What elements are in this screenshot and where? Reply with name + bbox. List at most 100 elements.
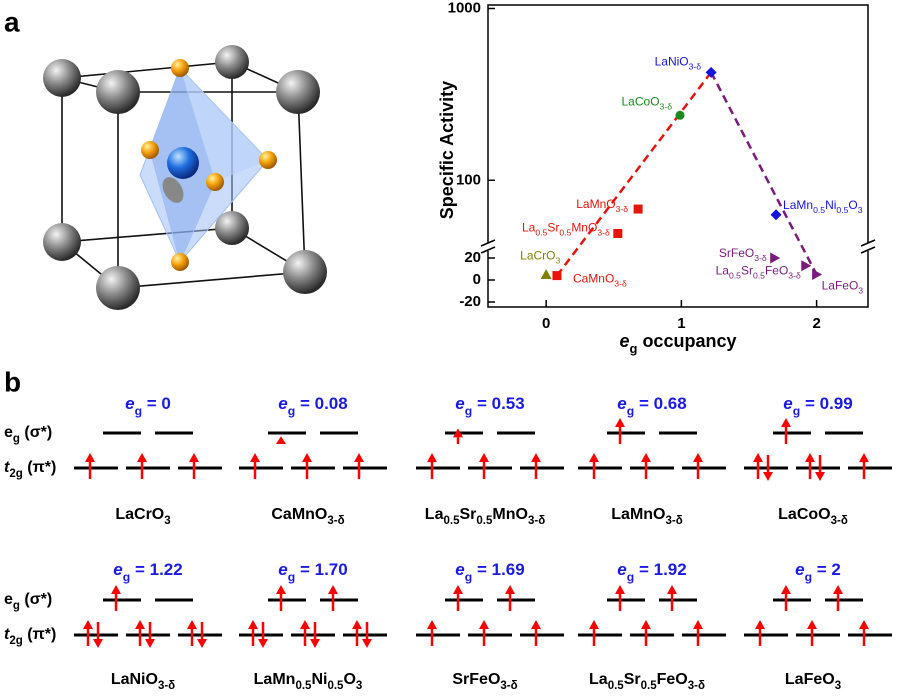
- electron-arrow: [763, 455, 773, 481]
- electron-arrow: [83, 620, 93, 646]
- electron-arrow: [302, 453, 312, 479]
- data-point: [770, 209, 782, 221]
- compound-label: LaCrO3: [115, 506, 170, 527]
- arrow-head: [589, 620, 599, 629]
- electron-arrow: [453, 585, 463, 611]
- point-label: LaFeO3: [822, 279, 864, 296]
- y-tick-label: 100: [456, 171, 481, 188]
- electron-arrow: [310, 622, 320, 648]
- arrow-head: [815, 472, 825, 481]
- panel-label: b: [4, 366, 21, 397]
- point-label: La0.5Sr0.5FeO3-δ: [716, 264, 801, 281]
- arrow-head: [362, 639, 372, 648]
- electron-arrow: [137, 453, 147, 479]
- electron-arrow: [479, 620, 489, 646]
- electron-arrow: [258, 622, 268, 648]
- electron-arrow: [135, 620, 145, 646]
- arrow-head: [859, 453, 869, 462]
- row-label: eg (σ*): [4, 591, 52, 612]
- eg-label: eg = 0.99: [783, 394, 852, 418]
- electron-arrow: [815, 455, 825, 481]
- data-point: [770, 252, 781, 264]
- arrow-head: [300, 620, 310, 629]
- compound-label: SrFeO3-δ: [452, 671, 517, 692]
- arrow-head: [187, 620, 197, 629]
- arrow-head: [693, 453, 703, 462]
- electron-arrow: [85, 453, 95, 479]
- arrow-head: [479, 453, 489, 462]
- arrow-head: [615, 585, 625, 594]
- electron-arrow: [781, 418, 791, 444]
- arrow-head: [85, 453, 95, 462]
- electron-arrow: [427, 453, 437, 479]
- electron-arrow: [187, 620, 197, 646]
- electron-arrow: [755, 620, 765, 646]
- arrow-head: [589, 453, 599, 462]
- crystal-structure: [43, 45, 327, 310]
- eg-label: eg = 0.08: [278, 394, 347, 418]
- arrow-head: [111, 585, 121, 594]
- trend-line: [710, 71, 818, 276]
- y-tick-label: 0: [473, 271, 481, 288]
- electron-arrow: [354, 453, 364, 479]
- electron-arrow: [250, 453, 260, 479]
- arrow-head: [807, 620, 817, 629]
- electron-arrow: [362, 622, 372, 648]
- point-label: LaCoO3-δ: [622, 94, 673, 111]
- electron-arrow: [667, 585, 677, 611]
- electron-arrow: [859, 620, 869, 646]
- electron-arrow: [807, 620, 817, 646]
- electron-arrow: [805, 453, 815, 479]
- point-label: LaNiO3-δ: [655, 55, 702, 72]
- arrow-head: [805, 453, 815, 462]
- compound-label: LaMnO3-δ: [611, 506, 682, 527]
- electron-arrow: [111, 585, 121, 611]
- y-tick-label: 20: [464, 249, 481, 266]
- electron-arrow: [781, 585, 791, 611]
- arrow-head: [479, 620, 489, 629]
- eg-label: eg = 1.69: [455, 560, 524, 584]
- point-label: LaMnO3-δ: [576, 197, 628, 214]
- arrow-head: [753, 453, 763, 462]
- electron-arrow: [641, 620, 651, 646]
- electron-arrow: [641, 453, 651, 479]
- arrow-head: [302, 453, 312, 462]
- eg-label: eg = 1.92: [617, 560, 686, 584]
- electron-arrow: [693, 620, 703, 646]
- eg-label: eg = 0.68: [617, 394, 686, 418]
- trend-line: [555, 71, 713, 277]
- x-axis-label: eg occupancy: [620, 331, 737, 356]
- arrow-head: [248, 620, 258, 629]
- arrow-head: [453, 585, 463, 594]
- electron-arrow: [189, 453, 199, 479]
- arrow-head: [641, 620, 651, 629]
- electron-arrow: [589, 620, 599, 646]
- arrow-head: [833, 585, 843, 594]
- compound-label: La0.5Sr0.5FeO3-δ: [589, 671, 705, 692]
- point-label: La0.5Sr0.5MnO3-δ: [522, 221, 610, 238]
- arrow-head: [531, 620, 541, 629]
- arrow-head: [135, 620, 145, 629]
- point-label: CaMnO3-δ: [573, 272, 627, 289]
- arrow-head: [93, 639, 103, 648]
- compound-label: La0.5Sr0.5MnO3-δ: [425, 506, 545, 527]
- arrow-head: [189, 453, 199, 462]
- data-point: [613, 228, 623, 238]
- electron-arrow: [859, 453, 869, 479]
- row-label: eg (σ*): [4, 424, 52, 445]
- electron-arrow: [753, 453, 763, 479]
- arrow-head: [693, 620, 703, 629]
- point-label: LaMn0.5Ni0.5O3: [783, 198, 863, 215]
- axis-break: [480, 239, 876, 254]
- arrow-head: [83, 620, 93, 629]
- data-point: [812, 269, 823, 280]
- arrow-head: [427, 453, 437, 462]
- row-label: t2g (π*): [4, 626, 56, 647]
- arrow-head: [352, 620, 362, 629]
- electron-arrow: [479, 453, 489, 479]
- arrow-head: [197, 639, 207, 648]
- arrow-head: [276, 436, 286, 444]
- electron-arrow: [615, 418, 625, 444]
- x-tick-label: 0: [542, 315, 550, 332]
